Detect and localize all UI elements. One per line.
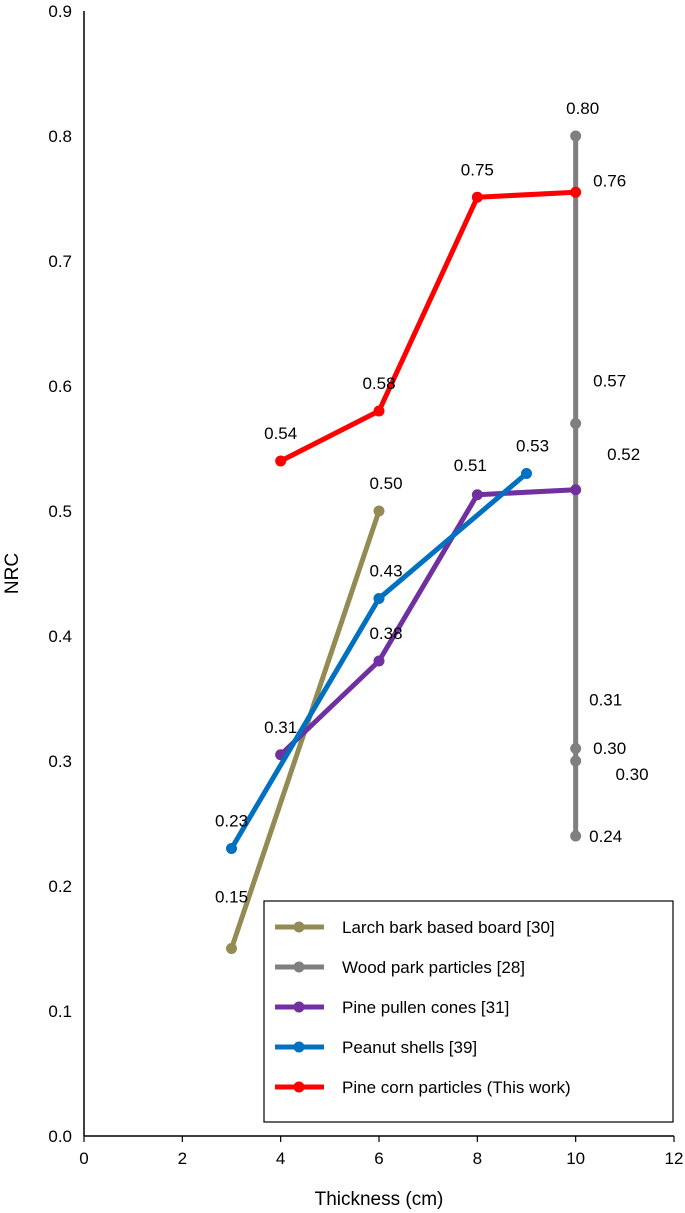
- data-point: [570, 830, 582, 842]
- legend-label: Peanut shells [39]: [342, 1038, 477, 1057]
- legend-swatch-marker: [293, 961, 305, 973]
- series-wood-park-particles-28: [570, 130, 582, 842]
- x-tick-label: 2: [178, 1149, 187, 1168]
- legend-item-pine-pullen-cones-31: Pine pullen cones [31]: [275, 998, 509, 1017]
- legend-label: Pine corn particles (This work): [342, 1078, 571, 1097]
- legend-swatch-marker: [293, 1041, 305, 1053]
- data-point: [570, 484, 582, 496]
- data-label: 0.31: [589, 691, 622, 710]
- data-label: 0.31: [264, 718, 297, 737]
- legend-swatch-marker: [293, 1001, 305, 1013]
- x-tick-label: 6: [374, 1149, 383, 1168]
- series-peanut-shells-39: [226, 468, 532, 854]
- data-label: 0.53: [516, 437, 549, 456]
- legend-box: [263, 900, 674, 1123]
- y-tick-label: 0.9: [48, 2, 72, 21]
- x-axis-title: Thickness (cm): [315, 1189, 444, 1210]
- y-tick-label: 0.5: [48, 502, 72, 521]
- data-label: 0.52: [607, 445, 640, 464]
- data-point: [570, 186, 582, 198]
- y-tick-label: 0.7: [48, 252, 72, 271]
- data-label: 0.30: [615, 765, 648, 784]
- y-axis-ticks: 0.0 0.1 0.2 0.3 0.4 0.5 0.6 0.7 0.8 0.9: [48, 2, 72, 1146]
- data-point: [570, 743, 582, 754]
- data-point: [373, 655, 385, 667]
- data-label: 0.58: [362, 374, 395, 393]
- data-labels-layer: 0.15 0.50 0.80 0.57 0.31 0.30 0.24 0.30 0.31 0.38…: [215, 99, 649, 907]
- x-tick-label: 0: [79, 1149, 88, 1168]
- data-label: 0.43: [369, 562, 402, 581]
- data-label: 0.50: [369, 474, 402, 493]
- x-axis-ticks: 0 2 4 6 8 10 12: [79, 1136, 683, 1168]
- data-label: 0.54: [264, 424, 297, 443]
- data-label: 0.15: [215, 888, 248, 907]
- series-line: [278, 487, 576, 757]
- data-point: [275, 455, 287, 467]
- series-layer: [226, 130, 582, 954]
- legend-label: Larch bark based board [30]: [342, 918, 555, 937]
- y-tick-label: 0.6: [48, 377, 72, 396]
- series-pine-pullen-cones-31: [275, 484, 582, 761]
- x-tick-label: 8: [473, 1149, 482, 1168]
- x-tick-label: 12: [665, 1149, 684, 1168]
- x-tick-label: 4: [276, 1149, 285, 1168]
- data-label: 0.80: [566, 99, 599, 118]
- legend-label: Wood park particles [28]: [342, 958, 525, 977]
- data-label: 0.24: [589, 827, 622, 846]
- data-point: [373, 593, 385, 604]
- legend-item-peanut-shells-39: Peanut shells [39]: [275, 1038, 477, 1057]
- y-tick-label: 0.2: [48, 877, 72, 896]
- data-label: 0.30: [593, 739, 626, 758]
- y-tick-label: 0.8: [48, 127, 72, 146]
- data-point: [570, 755, 582, 767]
- legend-item-wood-park-particles-28: Wood park particles [28]: [275, 958, 525, 977]
- y-tick-label: 0.0: [48, 1127, 72, 1146]
- data-label: 0.23: [215, 812, 248, 831]
- series-line: [279, 189, 576, 464]
- y-tick-label: 0.1: [48, 1002, 72, 1021]
- legend: Larch bark based board [30] Wood park par…: [263, 900, 674, 1123]
- legend-swatch-marker: [293, 1081, 305, 1093]
- data-label: 0.51: [454, 456, 487, 475]
- data-point: [373, 405, 385, 417]
- legend-item-pine-corn-particles-this-work: Pine corn particles (This work): [275, 1078, 571, 1097]
- y-tick-label: 0.3: [48, 752, 72, 771]
- data-point: [471, 191, 483, 203]
- legend-label: Pine pullen cones [31]: [342, 998, 509, 1017]
- legend-swatch-marker: [293, 921, 305, 933]
- data-point: [471, 489, 483, 501]
- data-label: 0.76: [593, 171, 626, 190]
- y-axis-title: NRC: [2, 553, 23, 594]
- data-label: 0.75: [461, 160, 494, 179]
- data-point: [226, 843, 237, 854]
- data-point: [521, 468, 532, 479]
- legend-item-larch-bark-based-board-30: Larch bark based board [30]: [275, 918, 555, 937]
- data-point: [226, 943, 237, 954]
- data-label: 0.57: [593, 372, 626, 391]
- data-point: [570, 418, 582, 429]
- data-point: [373, 505, 385, 517]
- y-tick-label: 0.4: [48, 627, 72, 646]
- series-pine-corn-particles-this-work: [275, 186, 582, 467]
- data-point: [570, 130, 582, 142]
- x-tick-label: 10: [566, 1149, 585, 1168]
- data-label: 0.38: [369, 624, 402, 643]
